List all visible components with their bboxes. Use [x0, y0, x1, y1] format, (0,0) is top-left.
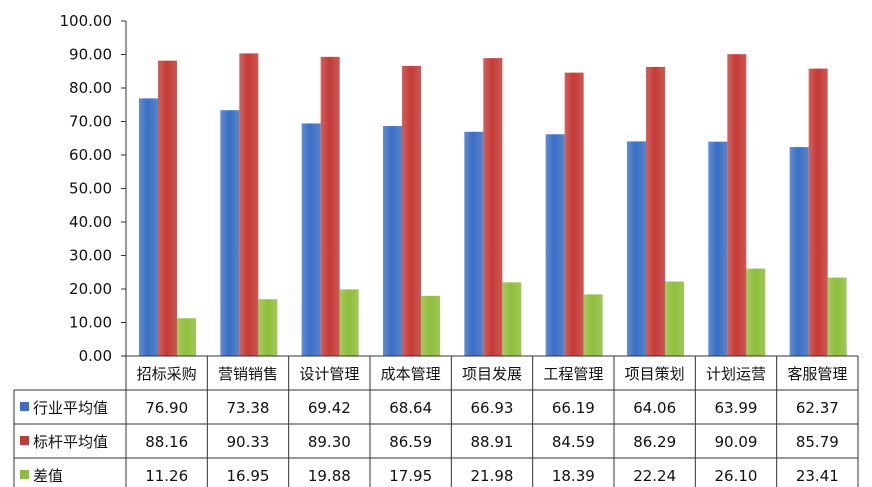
y-tick-label: 90.00 [69, 46, 112, 64]
legend-label: 行业平均值 [33, 399, 108, 417]
data-label: 84.59 [552, 433, 595, 451]
data-label: 64.06 [633, 399, 676, 417]
x-tick-label: 客服管理 [787, 365, 847, 383]
bar-difference [421, 295, 440, 356]
bar-difference [177, 318, 196, 356]
bar-benchmark-average [727, 54, 747, 357]
y-tick-label: 40.00 [69, 213, 112, 231]
data-label: 88.16 [145, 433, 188, 451]
x-tick-label: 设计管理 [299, 365, 359, 383]
legend-swatch [20, 470, 29, 479]
data-label: 19.88 [308, 467, 351, 485]
bar-industry-average [139, 98, 158, 356]
legend-swatch [20, 402, 29, 411]
bar-industry-average [627, 141, 646, 356]
bar-difference [746, 268, 766, 356]
x-tick-label: 项目策划 [625, 365, 685, 383]
bar-industry-average [789, 147, 809, 356]
bar-industry-average [464, 131, 484, 356]
data-label: 76.90 [145, 399, 188, 417]
x-tick-label: 招标采购 [137, 365, 197, 383]
bar-benchmark-average [320, 56, 340, 356]
data-label: 68.64 [389, 399, 432, 417]
bar-benchmark-average [402, 65, 421, 357]
legend-label: 差值 [33, 467, 63, 485]
bar-benchmark-average [483, 58, 503, 357]
data-label: 86.29 [633, 433, 676, 451]
bar-difference [258, 299, 278, 356]
y-tick-label: 50.00 [69, 180, 112, 198]
data-label: 63.99 [715, 399, 758, 417]
y-tick-label: 60.00 [69, 146, 112, 164]
bar-difference [583, 294, 603, 356]
data-label: 22.24 [633, 467, 676, 485]
legend-swatch [20, 436, 29, 445]
bar-difference [339, 289, 359, 356]
data-label: 66.19 [552, 399, 595, 417]
data-label: 17.95 [389, 467, 432, 485]
data-label: 90.33 [227, 433, 270, 451]
data-label: 23.41 [796, 467, 839, 485]
bar-difference [827, 277, 847, 356]
data-label: 26.10 [715, 467, 758, 485]
bar-industry-average [708, 141, 728, 356]
data-label: 62.37 [796, 399, 839, 417]
data-label: 90.09 [715, 433, 758, 451]
legend-label: 标杆平均值 [33, 433, 108, 451]
y-tick-label: 10.00 [69, 314, 112, 332]
bar-benchmark-average [646, 66, 665, 356]
y-tick-label: 70.00 [69, 113, 112, 131]
y-tick-label: 80.00 [69, 79, 112, 97]
x-tick-label: 项目发展 [462, 365, 522, 383]
data-label: 88.91 [471, 433, 514, 451]
x-tick-label: 营销销售 [218, 365, 278, 383]
y-axis: 0.00 10.00 20.00 30.00 40.00 50.00 60.00 70.00 8… [60, 12, 127, 365]
bars [139, 53, 847, 357]
data-label: 11.26 [145, 467, 188, 485]
bar-industry-average [220, 110, 240, 356]
bar-industry-average [383, 126, 402, 356]
data-label: 85.79 [796, 433, 839, 451]
bar-benchmark-average [158, 60, 177, 356]
data-label: 73.38 [227, 399, 270, 417]
bar-industry-average [301, 123, 321, 357]
bar-difference [502, 282, 522, 356]
data-label: 18.39 [552, 467, 595, 485]
x-tick-label: 工程管理 [543, 365, 603, 383]
data-table: 招标采购 营销销售 设计管理 成本管理 项目发展 工程管理 项目策划 计划运营 客服管理行业平均… [13, 355, 859, 487]
data-label: 66.93 [471, 399, 514, 417]
bar-difference [665, 281, 684, 356]
y-tick-label: 100.00 [60, 12, 113, 30]
bar-benchmark-average [808, 68, 828, 356]
y-tick-label: 20.00 [69, 280, 112, 298]
bar-benchmark-average [239, 53, 259, 356]
data-label: 21.98 [471, 467, 514, 485]
bar-industry-average [545, 134, 565, 356]
data-label: 69.42 [308, 399, 351, 417]
x-tick-label: 计划运营 [706, 365, 766, 383]
data-label: 16.95 [227, 467, 270, 485]
data-label: 89.30 [308, 433, 351, 451]
y-tick-label: 30.00 [69, 247, 112, 265]
x-tick-label: 成本管理 [381, 365, 441, 383]
bar-benchmark-average [564, 72, 584, 356]
data-label: 86.59 [389, 433, 432, 451]
y-tick-label: 0.00 [79, 347, 112, 365]
